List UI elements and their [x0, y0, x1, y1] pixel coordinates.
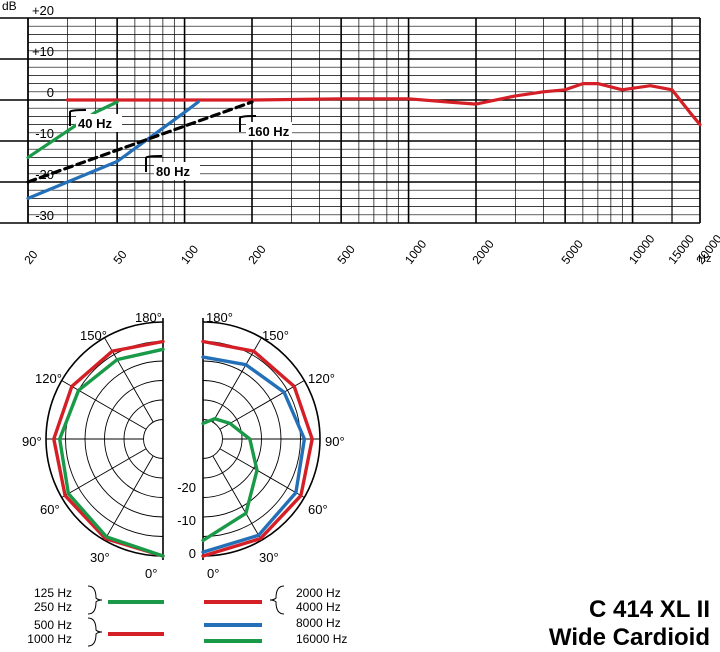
x-tick-label: 15000: [665, 232, 697, 267]
polar-spoke: [219, 448, 305, 498]
polar-radial-label: -20: [177, 480, 196, 495]
polar-curve: [52, 339, 165, 558]
polar-pattern-chart: 180° 150° 120° 90° 60° 30° 0° 180° 150° 120° 90° 60…: [22, 310, 345, 581]
polar-spoke: [104, 455, 154, 541]
legend-label: 4000 Hz: [296, 600, 341, 614]
legend-label: 16000 Hz: [296, 632, 347, 646]
polar-radial-label: 0: [189, 546, 196, 561]
x-tick-label: 100: [178, 242, 202, 267]
x-tick-label: 50: [110, 247, 129, 266]
polar-angle-label: 30°: [90, 550, 110, 565]
polar-curve: [201, 355, 307, 554]
legend-brace: [269, 585, 285, 615]
polar-angle-label: 150°: [80, 328, 107, 343]
polar-curve: [58, 347, 165, 558]
polar-radial-label: -10: [177, 513, 196, 528]
x-tick-label: 20: [21, 247, 40, 266]
filter-slope-symbol: [145, 155, 163, 172]
x-tick-label: 1000: [402, 237, 430, 267]
model-name: C 414 XL II: [589, 596, 710, 623]
legend-label: 125 Hz: [34, 586, 72, 600]
annotation-label: 160 Hz: [248, 124, 290, 139]
polar-angle-label: 0°: [145, 566, 157, 581]
legend-brace: [87, 585, 103, 615]
x-unit-label: Hz: [698, 253, 711, 265]
annotation-box: [76, 114, 122, 132]
legend-label: 1000 Hz: [27, 632, 72, 646]
polar-angle-label: 60°: [308, 502, 328, 517]
polar-ring: [143, 419, 164, 459]
polar-angle-label: 60°: [40, 502, 60, 517]
polar-angle-label: 180°: [206, 310, 233, 325]
legend-brace: [87, 617, 103, 647]
x-tick-label: 10000: [626, 232, 658, 267]
pattern-name: Wide Cardioid: [548, 624, 710, 651]
x-tick-label: 5000: [558, 237, 586, 267]
response-curve: [65, 82, 702, 127]
polar-angle-label: 120°: [308, 371, 335, 386]
polar-ring: [202, 419, 223, 459]
polar-spoke: [61, 380, 147, 430]
filter-slope-symbol: [69, 109, 87, 126]
annotation-label: 80 Hz: [156, 164, 190, 179]
legend-label: 250 Hz: [34, 600, 72, 614]
polar-spoke: [212, 455, 262, 541]
polar-curve: [201, 339, 314, 558]
response-curve: [26, 100, 119, 159]
polar-angle-label: 0°: [207, 566, 219, 581]
x-tick-label: 200: [245, 242, 269, 267]
polar-angle-label: 90°: [325, 434, 345, 449]
polar-angle-label: 180°: [135, 310, 162, 325]
polar-spoke: [219, 380, 305, 430]
annotation-box: [246, 122, 292, 140]
polar-curve: [201, 417, 259, 543]
y-tick-label: 0: [47, 85, 54, 100]
legend-label: 8000 Hz: [296, 616, 341, 630]
y-tick-label: -10: [35, 126, 54, 141]
y-tick-label: +10: [32, 44, 54, 59]
y-tick-label: +20: [32, 3, 54, 18]
legend-label: 2000 Hz: [296, 586, 341, 600]
polar-spoke: [61, 448, 147, 498]
response-curve: [26, 100, 254, 184]
legend-label: 500 Hz: [34, 618, 72, 632]
x-tick-label: 2000: [469, 237, 497, 267]
filter-slope-symbol: [239, 115, 257, 132]
polar-angle-label: 30°: [259, 550, 279, 565]
annotation-box: [154, 162, 200, 180]
polar-angle-label: 90°: [22, 434, 42, 449]
model-title: C 414 XL II Wide Cardioid: [549, 596, 710, 652]
y-unit-label: dB: [2, 0, 17, 13]
y-tick-label: -30: [35, 208, 54, 223]
x-tick-label: 500: [334, 242, 358, 267]
polar-angle-label: 150°: [262, 328, 289, 343]
annotation-label: 40 Hz: [78, 116, 112, 131]
polar-angle-label: 120°: [35, 371, 62, 386]
